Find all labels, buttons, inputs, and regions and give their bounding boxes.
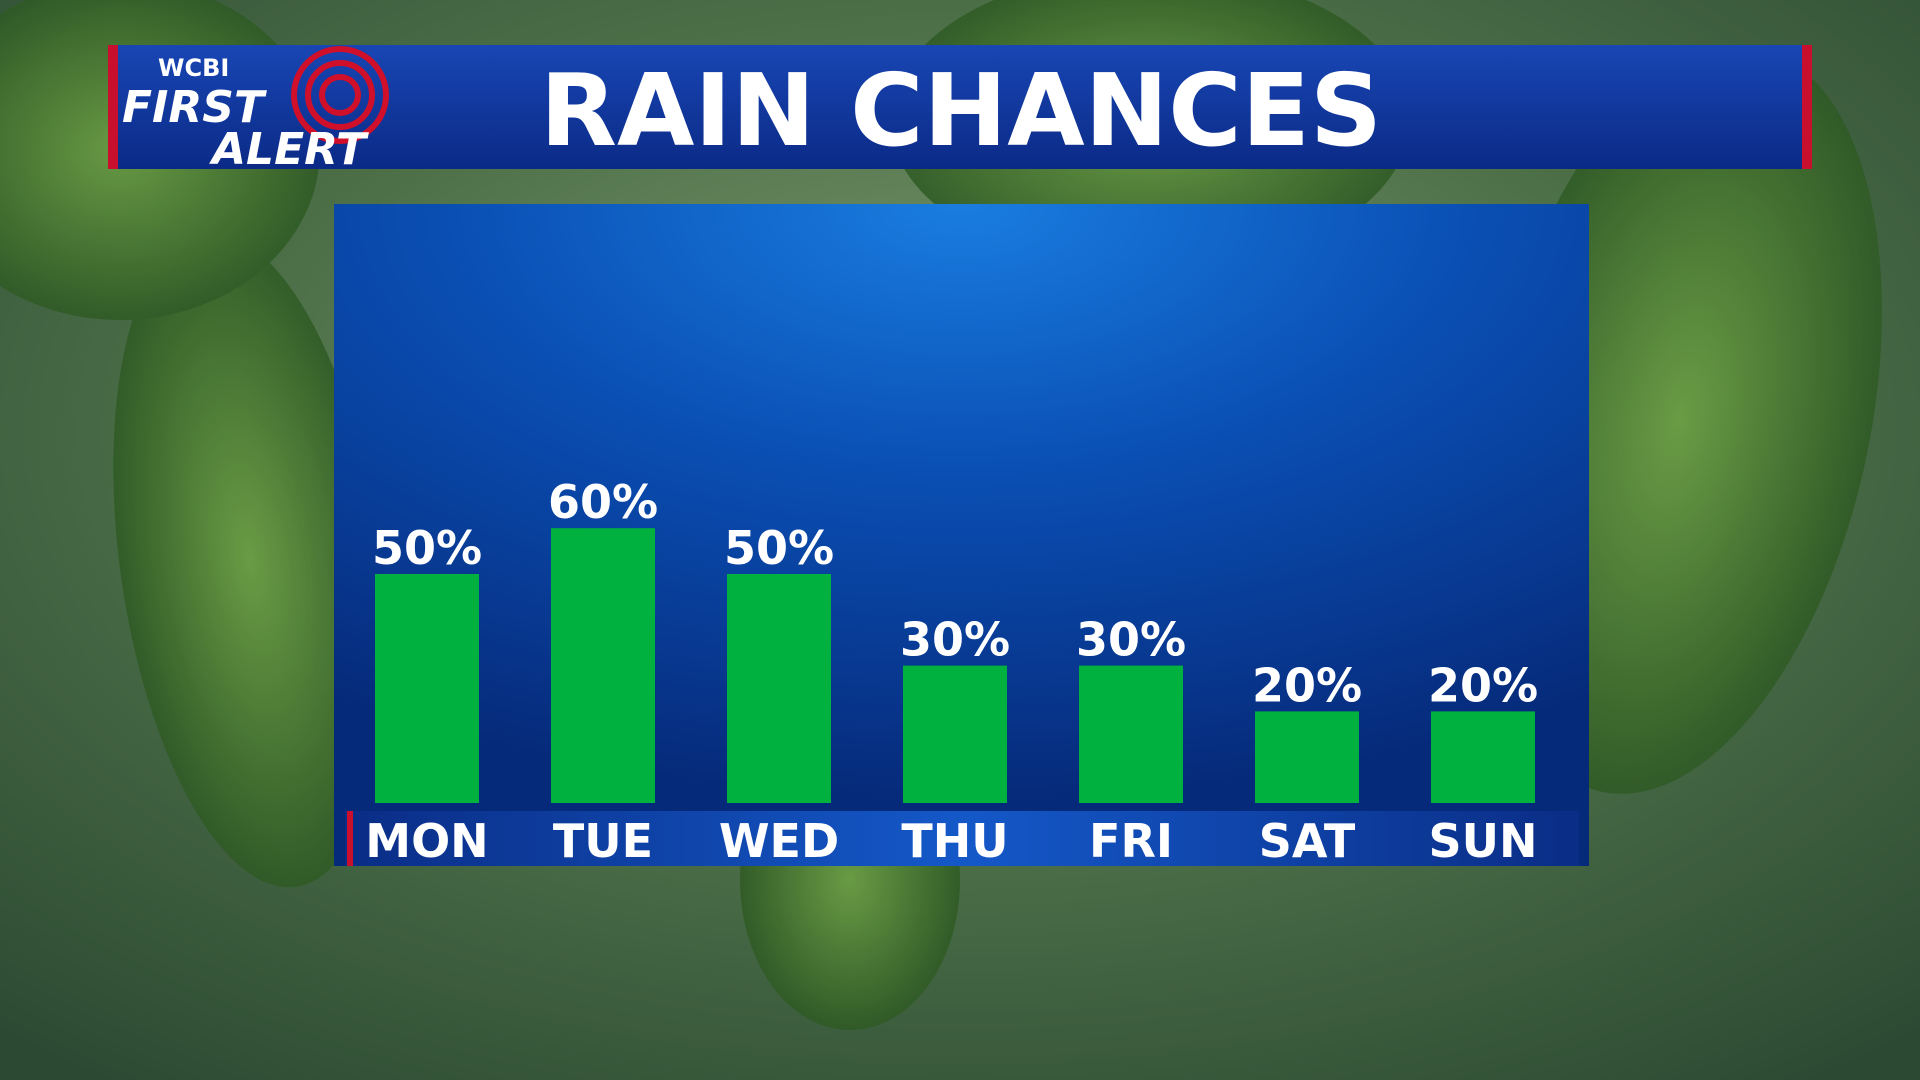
bar xyxy=(551,528,655,803)
bar xyxy=(375,574,479,803)
logo-line1: FIRST xyxy=(122,82,267,133)
x-tick-label: THU xyxy=(901,814,1008,868)
logo-station: WCBI xyxy=(158,54,229,82)
x-tick-label: WED xyxy=(719,814,839,868)
bar xyxy=(1431,711,1535,803)
value-label: 30% xyxy=(900,613,1010,667)
x-tick-label: MON xyxy=(365,814,488,868)
value-label: 20% xyxy=(1428,658,1538,712)
bar xyxy=(727,574,831,803)
bar xyxy=(903,665,1007,803)
banner-edge xyxy=(108,45,118,169)
bar xyxy=(1079,665,1183,803)
logo: WCBI FIRST ALERT xyxy=(122,46,389,175)
logo-line2: ALERT xyxy=(209,124,369,175)
x-tick-label: SUN xyxy=(1429,814,1538,868)
bar xyxy=(1255,711,1359,803)
value-label: 20% xyxy=(1252,658,1362,712)
category-strip xyxy=(345,811,1579,866)
value-label: 60% xyxy=(548,475,658,529)
title-banner xyxy=(108,45,1812,169)
strip-edge xyxy=(347,811,353,866)
x-tick-label: FRI xyxy=(1089,814,1173,868)
x-tick-label: SAT xyxy=(1259,814,1356,868)
chart-title: RAIN CHANCES xyxy=(540,52,1382,169)
value-label: 50% xyxy=(724,521,834,575)
x-tick-label: TUE xyxy=(553,814,653,868)
value-label: 50% xyxy=(372,521,482,575)
value-label: 30% xyxy=(1076,613,1186,667)
banner-edge xyxy=(1802,45,1812,169)
